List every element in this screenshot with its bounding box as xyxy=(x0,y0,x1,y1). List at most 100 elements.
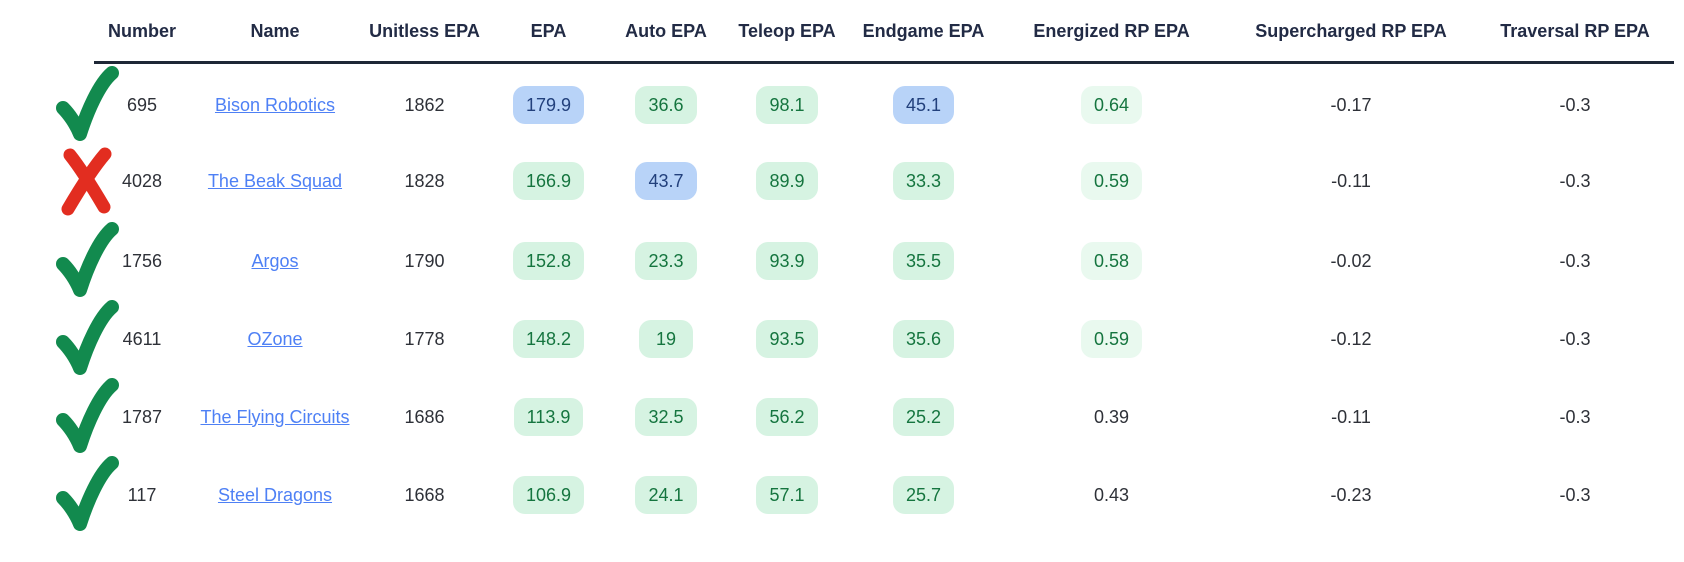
auto-epa-pill-cell: 36.6 xyxy=(608,86,724,124)
supercharged-rp-epa-value-cell: -0.23 xyxy=(1226,476,1476,514)
team-name-link[interactable]: The Beak Squad xyxy=(207,170,343,191)
teleop-epa-pill: 98.1 xyxy=(756,86,818,124)
supercharged-rp-epa-value: -0.11 xyxy=(1331,171,1371,191)
supercharged-rp-epa-value: -0.02 xyxy=(1330,251,1372,271)
team-name-link[interactable]: The Flying Circuits xyxy=(200,406,350,427)
column-header-supercharged-rp-epa: Supercharged RP EPA xyxy=(1226,0,1476,64)
epa-pill: 106.9 xyxy=(512,476,585,514)
auto-epa-pill-cell: 43.7 xyxy=(608,162,724,200)
traversal-rp-epa-value: -0.3 xyxy=(1559,407,1591,427)
supercharged-rp-epa-value-cell: -0.02 xyxy=(1226,242,1476,280)
energized-rp-epa-pill: 0.39 xyxy=(1093,407,1130,427)
column-header-energized-rp-epa: Energized RP EPA xyxy=(997,0,1226,64)
x-icon xyxy=(0,144,112,218)
epa-pill: 113.9 xyxy=(513,398,584,436)
team-number: 1787 xyxy=(121,406,163,427)
team-name-cell: Steel Dragons xyxy=(190,485,360,506)
teleop-epa-pill: 93.5 xyxy=(756,320,818,358)
endgame-epa-pill: 25.7 xyxy=(892,476,955,514)
endgame-epa-pill-cell: 33.3 xyxy=(850,162,997,200)
table-row: 695 Bison Robotics 1862 179.9 36.6 98.1 45.1 0.… xyxy=(0,64,1684,142)
table-body: 695 Bison Robotics 1862 179.9 36.6 98.1 45.1 0.… xyxy=(0,64,1684,532)
endgame-epa-pill: 35.6 xyxy=(892,320,955,358)
supercharged-rp-epa-value-cell: -0.11 xyxy=(1226,162,1476,200)
team-name-link[interactable]: OZone xyxy=(247,328,303,349)
traversal-rp-epa-value-cell: -0.3 xyxy=(1476,320,1674,358)
epa-pill-cell: 113.9 xyxy=(489,398,608,436)
auto-epa-pill: 36.6 xyxy=(635,86,697,124)
team-name-link[interactable]: Bison Robotics xyxy=(214,94,336,115)
auto-epa-pill: 43.7 xyxy=(635,162,697,200)
teleop-epa-pill: 93.9 xyxy=(756,242,818,280)
traversal-rp-epa-value: -0.3 xyxy=(1559,329,1591,349)
traversal-rp-epa-value-cell: -0.3 xyxy=(1476,398,1674,436)
energized-rp-epa-pill: 0.59 xyxy=(1080,162,1143,200)
epa-pill-cell: 179.9 xyxy=(489,86,608,124)
epa-pill: 166.9 xyxy=(512,162,585,200)
unitless-epa-value: 1790 xyxy=(404,250,445,271)
column-header-teleop-epa: Teleop EPA xyxy=(724,0,850,64)
team-name-link[interactable]: Argos xyxy=(251,250,299,271)
team-name-cell: Argos xyxy=(190,251,360,272)
endgame-epa-pill-cell: 25.2 xyxy=(850,398,997,436)
unitless-epa-value: 1862 xyxy=(404,94,445,115)
supercharged-rp-epa-value-cell: -0.12 xyxy=(1226,320,1476,358)
energized-rp-epa-pill-cell: 0.59 xyxy=(997,320,1226,358)
auto-epa-pill: 24.1 xyxy=(635,476,697,514)
team-name-cell: Bison Robotics xyxy=(190,95,360,116)
table-row: 117 Steel Dragons 1668 106.9 24.1 57.1 25.7 0.4… xyxy=(0,454,1684,532)
traversal-rp-epa-value-cell: -0.3 xyxy=(1476,86,1674,124)
table-row: 4611 OZone 1778 148.2 19 93.5 35.6 0.59 -0.12 -0.… xyxy=(0,298,1684,376)
team-number: 1756 xyxy=(121,250,163,271)
traversal-rp-epa-value: -0.3 xyxy=(1559,251,1591,271)
epa-pill-cell: 152.8 xyxy=(489,242,608,280)
column-header-epa: EPA xyxy=(489,0,608,64)
auto-epa-pill-cell: 19 xyxy=(608,320,724,358)
check-icon xyxy=(0,298,119,380)
team-name-cell: The Flying Circuits xyxy=(190,407,360,428)
column-header-name: Name xyxy=(190,0,360,64)
epa-pill-cell: 106.9 xyxy=(489,476,608,514)
unitless-epa-value: 1686 xyxy=(404,406,445,427)
auto-epa-pill: 32.5 xyxy=(635,398,697,436)
supercharged-rp-epa-value: -0.17 xyxy=(1330,95,1372,115)
endgame-epa-pill: 35.5 xyxy=(892,242,955,280)
table-header-row: Number Name Unitless EPA EPA Auto EPA Teleop … xyxy=(0,0,1684,64)
traversal-rp-epa-value: -0.3 xyxy=(1559,171,1591,191)
energized-rp-epa-pill: 0.64 xyxy=(1080,86,1143,124)
teleop-epa-pill-cell: 56.2 xyxy=(724,398,850,436)
endgame-epa-pill-cell: 45.1 xyxy=(850,86,997,124)
supercharged-rp-epa-value: -0.12 xyxy=(1330,329,1372,349)
traversal-rp-epa-value-cell: -0.3 xyxy=(1476,242,1674,280)
epa-pill-cell: 166.9 xyxy=(489,162,608,200)
team-number: 4028 xyxy=(121,170,163,191)
endgame-epa-pill-cell: 25.7 xyxy=(850,476,997,514)
auto-epa-pill-cell: 23.3 xyxy=(608,242,724,280)
energized-rp-epa-pill-cell: 0.43 xyxy=(997,476,1226,514)
endgame-epa-pill: 33.3 xyxy=(892,162,955,200)
teleop-epa-pill-cell: 89.9 xyxy=(724,162,850,200)
energized-rp-epa-pill-cell: 0.58 xyxy=(997,242,1226,280)
traversal-rp-epa-value-cell: -0.3 xyxy=(1476,476,1674,514)
energized-rp-epa-pill: 0.59 xyxy=(1080,320,1143,358)
teleop-epa-pill-cell: 98.1 xyxy=(724,86,850,124)
teleop-epa-pill: 89.9 xyxy=(756,162,818,200)
energized-rp-epa-pill: 0.43 xyxy=(1093,485,1130,505)
energized-rp-epa-pill: 0.58 xyxy=(1080,242,1143,280)
energized-rp-epa-pill-cell: 0.59 xyxy=(997,162,1226,200)
column-header-endgame-epa: Endgame EPA xyxy=(850,0,997,64)
table-row: 4028 The Beak Squad 1828 166.9 43.7 89.9 33.3 0… xyxy=(0,142,1684,220)
team-number: 4611 xyxy=(122,328,162,349)
teleop-epa-pill-cell: 93.5 xyxy=(724,320,850,358)
team-number: 117 xyxy=(127,484,157,505)
auto-epa-pill: 23.3 xyxy=(635,242,697,280)
traversal-rp-epa-value-cell: -0.3 xyxy=(1476,162,1674,200)
column-header-unitless-epa: Unitless EPA xyxy=(360,0,489,64)
team-name-link[interactable]: Steel Dragons xyxy=(217,484,333,505)
table-row: 1787 The Flying Circuits 1686 113.9 32.5 56.2… xyxy=(0,376,1684,454)
unitless-epa-value: 1828 xyxy=(404,170,445,191)
team-name-cell: The Beak Squad xyxy=(190,171,360,192)
result-column-spacer xyxy=(0,0,94,64)
teleop-epa-pill: 56.2 xyxy=(756,398,818,436)
